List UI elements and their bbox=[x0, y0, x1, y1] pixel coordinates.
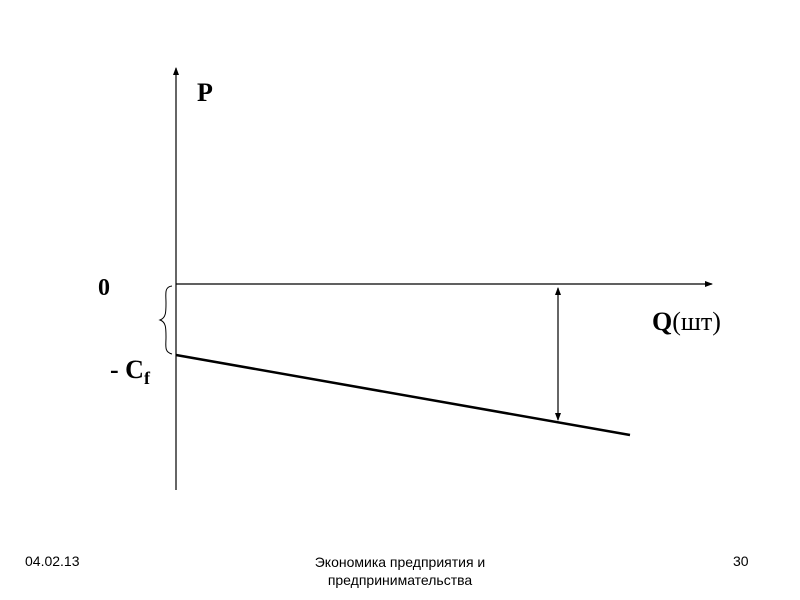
intercept-label-sub: f bbox=[144, 368, 151, 388]
profit-line bbox=[175, 353, 631, 437]
fixed-cost-brace bbox=[158, 285, 173, 355]
footer-title: Экономика предприятия и предпринимательс… bbox=[250, 553, 550, 589]
footer-date: 04.02.13 bbox=[25, 553, 80, 569]
x-axis-label-main: Q bbox=[652, 307, 672, 336]
intercept-label: - Cf bbox=[110, 355, 151, 388]
footer-title-line2: предпринимательства bbox=[327, 572, 473, 588]
x-axis-label-unit: (шт) bbox=[672, 307, 721, 336]
footer-page-number: 30 bbox=[733, 553, 749, 569]
footer-title-line1: Экономика предприятия и bbox=[314, 554, 486, 570]
y-axis-label: P bbox=[197, 78, 213, 107]
zero-label: 0 bbox=[98, 275, 110, 301]
x-axis-label: Q(шт) bbox=[652, 307, 721, 336]
intercept-label-prefix: - C bbox=[110, 355, 144, 384]
